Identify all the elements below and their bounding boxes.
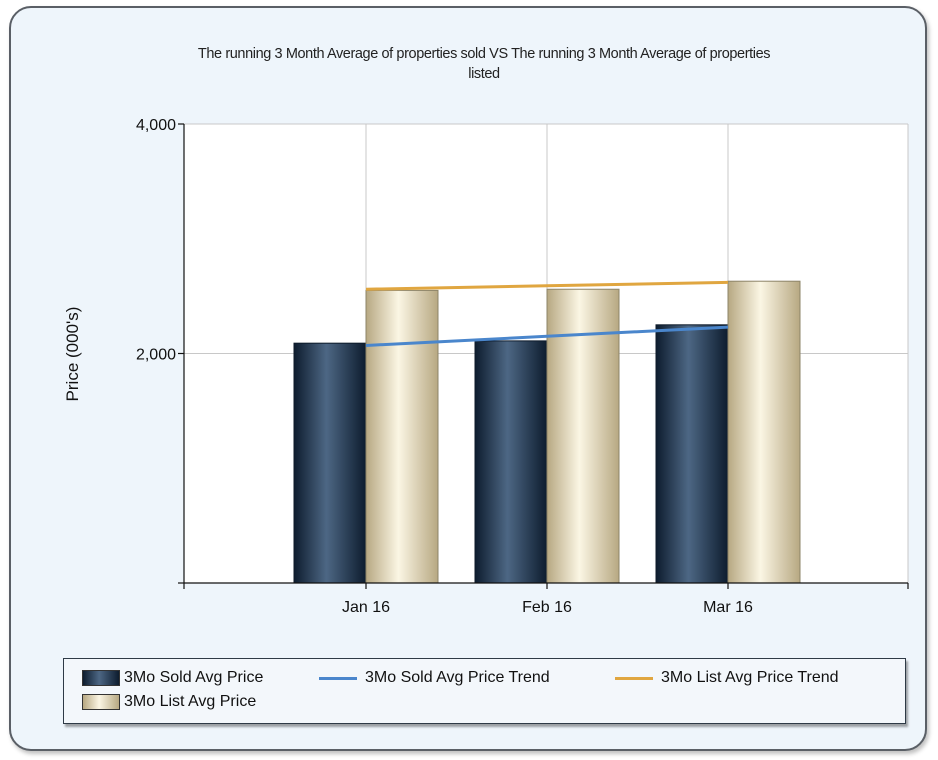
bar-sold-1 (474, 340, 548, 584)
chart-title-line-2: listed (468, 66, 500, 82)
legend-item-list-price: 3Mo List Avg Price (82, 692, 256, 712)
tick-labels: 2,000 4,000 Jan 16 Feb 16 Mar 16 (136, 117, 753, 616)
legend-label-list-trend: 3Mo List Avg Price Trend (661, 669, 839, 686)
legend-swatch-sold-trend (319, 676, 357, 680)
y-tick-label-1: 4,000 (136, 117, 176, 134)
chart-title-line-1: The running 3 Month Average of propertie… (198, 46, 770, 62)
y-axis-title: Price (000's) (63, 307, 82, 402)
x-tick-label-0: Jan 16 (342, 599, 390, 616)
trend-line-list (365, 280, 729, 291)
trend-line-sold (365, 325, 729, 347)
y-tick-label-0: 2,000 (136, 347, 176, 364)
axes (178, 123, 909, 589)
legend-swatch-list-trend (615, 676, 653, 680)
x-tick-label-2: Mar 16 (703, 599, 753, 616)
legend-swatch-list-price (82, 694, 120, 710)
bar-sold-2 (655, 324, 729, 584)
bars (293, 280, 801, 584)
trend-lines (365, 280, 729, 347)
bar-list-2 (727, 280, 801, 584)
legend: 3Mo Sold Avg Price 3Mo Sold Avg Price Tr… (63, 658, 906, 724)
legend-label-sold-trend: 3Mo Sold Avg Price Trend (365, 669, 550, 686)
x-tick-label-1: Feb 16 (522, 599, 572, 616)
legend-label-sold-price: 3Mo Sold Avg Price (124, 669, 264, 686)
bar-sold-0 (293, 342, 367, 584)
bar-list-0 (365, 289, 439, 584)
legend-item-list-trend: 3Mo List Avg Price Trend (615, 668, 839, 688)
legend-label-list-price: 3Mo List Avg Price (124, 693, 257, 710)
legend-item-sold-trend: 3Mo Sold Avg Price Trend (319, 668, 550, 688)
legend-swatch-sold-price (82, 670, 120, 686)
legend-item-sold-price: 3Mo Sold Avg Price (82, 668, 263, 688)
